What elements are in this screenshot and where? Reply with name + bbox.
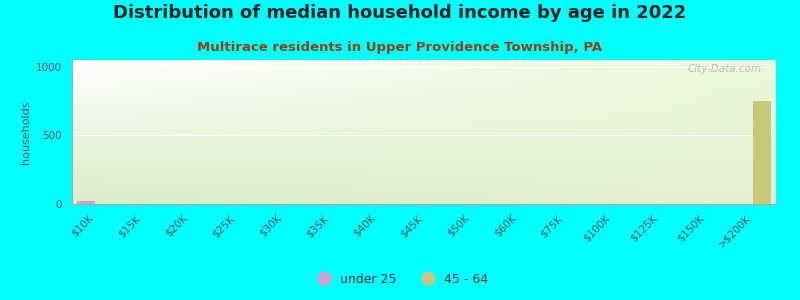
Legend: under 25, 45 - 64: under 25, 45 - 64 [306, 268, 494, 291]
Text: City-Data.com: City-Data.com [688, 64, 762, 74]
Y-axis label: households: households [21, 100, 30, 164]
Bar [77, 201, 95, 204]
Text: Multirace residents in Upper Providence Township, PA: Multirace residents in Upper Providence … [198, 40, 602, 53]
Bar [753, 101, 771, 204]
Text: Distribution of median household income by age in 2022: Distribution of median household income … [114, 4, 686, 22]
